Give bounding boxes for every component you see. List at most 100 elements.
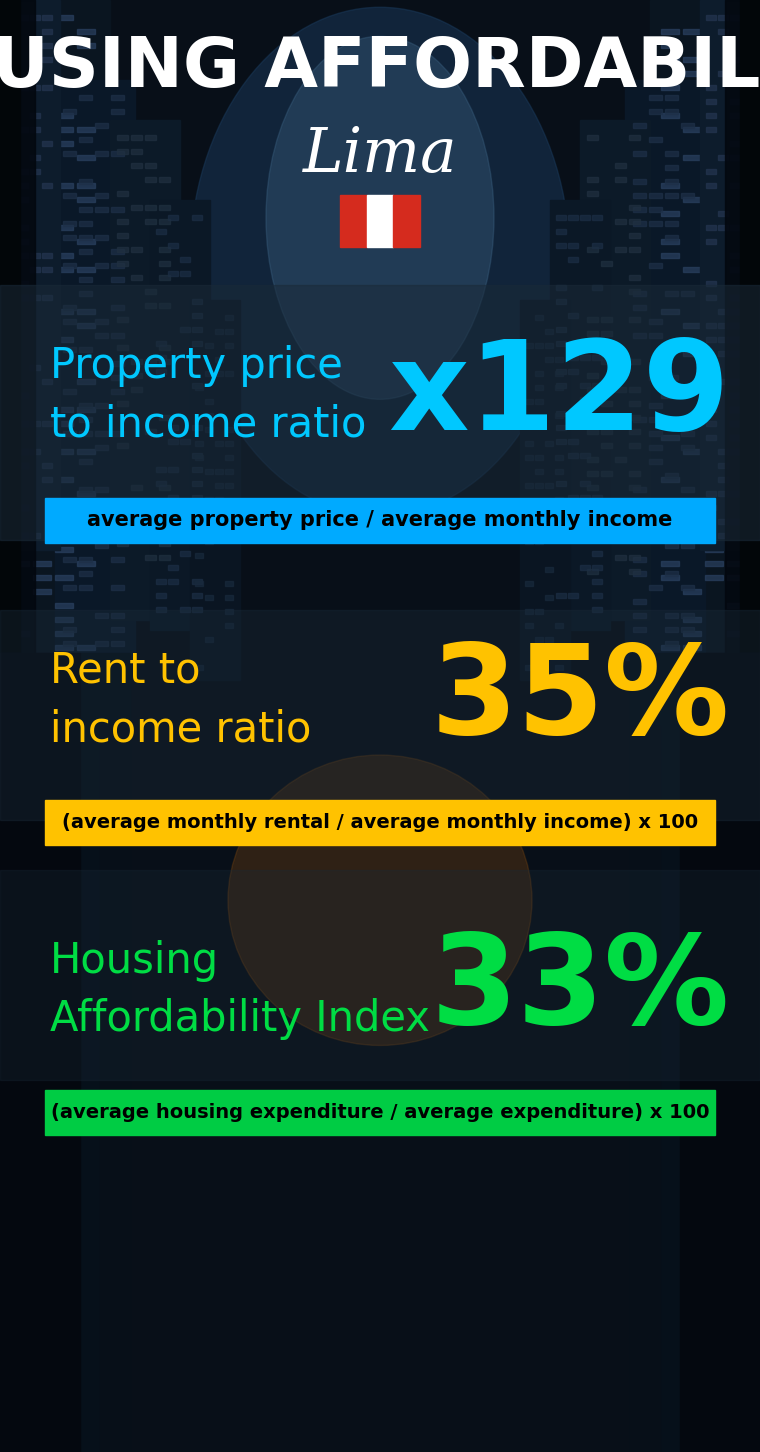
Bar: [145, 428, 156, 434]
Bar: [727, 379, 745, 383]
Bar: [580, 565, 590, 571]
Bar: [545, 330, 553, 334]
Bar: [587, 499, 598, 504]
Bar: [629, 555, 640, 560]
Bar: [77, 407, 95, 412]
Bar: [568, 495, 578, 499]
Bar: [156, 579, 166, 584]
Bar: [727, 295, 745, 301]
Bar: [63, 221, 76, 227]
Bar: [727, 533, 745, 539]
Bar: [63, 585, 76, 590]
Bar: [77, 322, 95, 328]
Bar: [587, 470, 598, 476]
Bar: [649, 319, 662, 324]
Bar: [77, 645, 95, 650]
Bar: [111, 389, 124, 393]
Bar: [192, 425, 202, 430]
Bar: [705, 672, 723, 678]
Bar: [681, 290, 694, 296]
Text: Lima: Lima: [302, 125, 458, 184]
Bar: [705, 155, 723, 160]
Bar: [159, 359, 170, 364]
Bar: [587, 415, 598, 420]
Bar: [192, 607, 202, 611]
Bar: [30, 364, 40, 370]
Bar: [33, 491, 51, 497]
Bar: [730, 225, 740, 229]
Bar: [681, 486, 694, 492]
Bar: [159, 205, 170, 211]
Bar: [11, 436, 29, 440]
Bar: [79, 136, 92, 142]
Bar: [6, 225, 16, 229]
Bar: [629, 428, 640, 434]
Bar: [661, 44, 679, 48]
Bar: [525, 399, 533, 404]
Bar: [77, 672, 95, 678]
Bar: [520, 301, 570, 680]
Bar: [580, 411, 590, 417]
Bar: [6, 309, 16, 314]
Bar: [192, 299, 202, 303]
Bar: [63, 627, 76, 632]
Bar: [580, 481, 590, 486]
Bar: [730, 253, 740, 258]
Bar: [55, 141, 73, 147]
Bar: [555, 357, 563, 362]
Bar: [79, 248, 92, 254]
Bar: [42, 267, 52, 272]
Bar: [665, 640, 678, 646]
Bar: [195, 454, 203, 460]
Bar: [95, 235, 108, 240]
Bar: [555, 497, 563, 502]
Bar: [665, 417, 678, 423]
Bar: [629, 415, 640, 420]
Bar: [6, 240, 16, 244]
Bar: [77, 155, 95, 160]
Bar: [95, 333, 108, 338]
Bar: [587, 388, 598, 392]
Bar: [556, 215, 566, 221]
Bar: [649, 221, 662, 227]
Bar: [77, 449, 95, 454]
Text: average property price / average monthly income: average property price / average monthly…: [87, 511, 673, 530]
Bar: [556, 285, 566, 290]
Bar: [587, 485, 598, 489]
Bar: [535, 526, 543, 530]
Bar: [661, 687, 679, 693]
Bar: [6, 211, 16, 216]
Bar: [683, 197, 701, 202]
Bar: [718, 15, 728, 20]
Bar: [55, 183, 73, 187]
Bar: [42, 44, 52, 48]
Bar: [633, 221, 646, 227]
Bar: [555, 623, 563, 629]
Bar: [0, 0, 110, 700]
Bar: [168, 579, 178, 584]
Bar: [727, 240, 745, 244]
Bar: [649, 404, 662, 408]
Bar: [705, 436, 723, 440]
Bar: [366, 195, 394, 247]
Bar: [661, 575, 679, 579]
Bar: [30, 449, 40, 454]
Bar: [535, 454, 543, 460]
Bar: [30, 168, 40, 174]
Bar: [0, 285, 760, 540]
Bar: [215, 469, 223, 473]
Bar: [63, 109, 76, 115]
Bar: [649, 529, 662, 534]
Bar: [706, 240, 716, 244]
Bar: [225, 595, 233, 600]
Bar: [718, 463, 728, 468]
Bar: [79, 347, 92, 351]
Bar: [195, 553, 203, 558]
Bar: [11, 687, 29, 693]
Bar: [535, 372, 543, 376]
Bar: [556, 369, 566, 375]
Bar: [168, 495, 178, 499]
Bar: [6, 15, 16, 20]
Bar: [556, 383, 566, 388]
Bar: [742, 364, 752, 370]
